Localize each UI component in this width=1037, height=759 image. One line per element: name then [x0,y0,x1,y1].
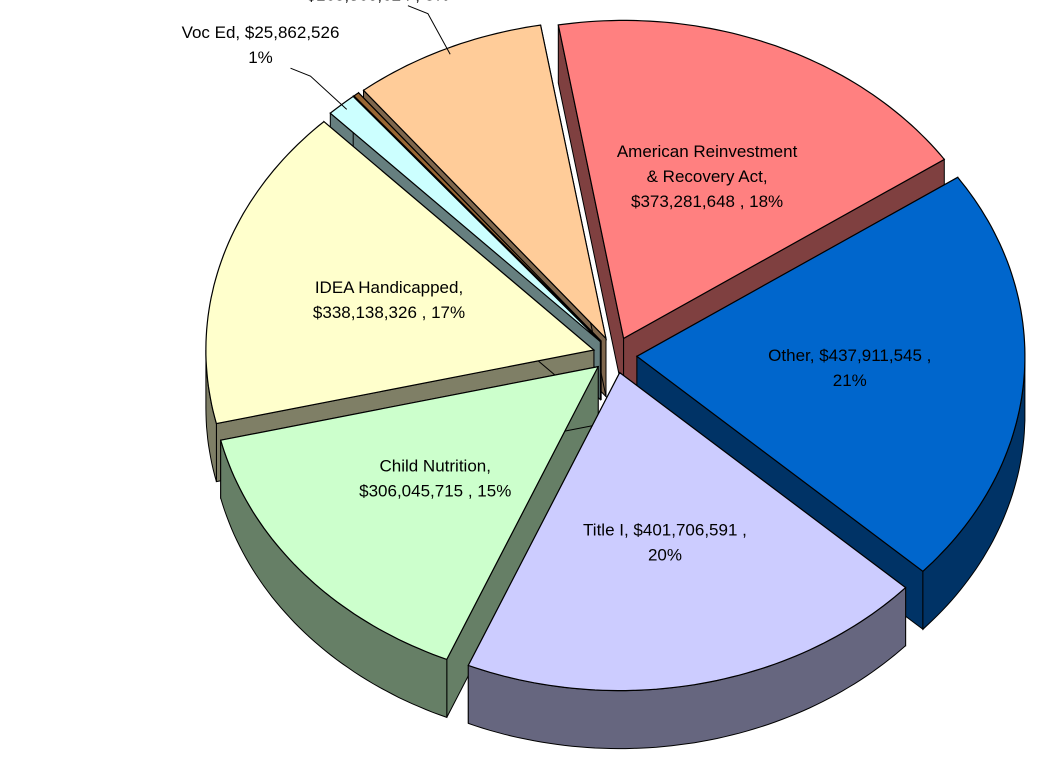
slice [205,120,596,425]
data-label: Child Nutrition, [379,457,491,476]
slice [635,176,1026,573]
leader-line [290,67,348,110]
data-label: $306,045,715 , 15% [359,482,511,501]
data-label: $373,281,648 , 18% [631,192,783,211]
slice [353,92,602,342]
slice [219,365,600,661]
data-label: Voc Ed, $25,862,526 [182,23,340,42]
slice [557,19,946,340]
data-label: $338,138,326 , 17% [313,303,465,322]
data-label: & Recovery Act, [647,167,768,186]
data-label: Title I, $401,706,591 , [583,521,747,540]
data-label: American Reinvestment [617,142,798,161]
slice-tops [205,19,1026,692]
data-label: IDEA Handicapped, [315,278,463,297]
leader-line [407,5,451,55]
data-label: 1% [248,48,273,67]
data-label: Other, $437,911,545 , [768,346,931,365]
data-label: 20% [648,546,682,565]
data-label: $165,360,624 , 8% [307,0,450,5]
data-label: 21% [833,371,867,390]
slice [467,371,907,692]
